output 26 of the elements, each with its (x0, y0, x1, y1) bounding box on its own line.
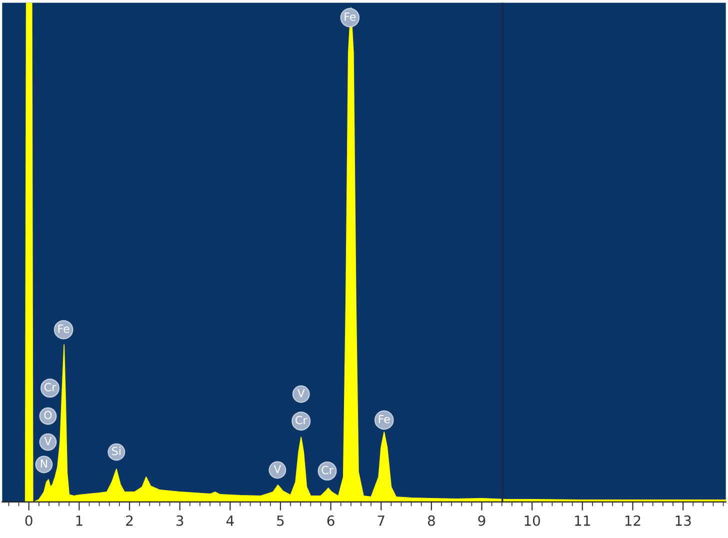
annotation: O (44, 410, 52, 420)
annotation: Cr (44, 382, 56, 392)
annotation: Fe (58, 324, 70, 333)
x-tick-label: 7 (378, 516, 384, 526)
x-tick-label: 2 (126, 515, 133, 526)
x-tick-label: 9 (478, 515, 486, 526)
x-tick-label: 12 (625, 515, 640, 526)
x-tick-label: 10 (524, 515, 540, 526)
x-tick-label: 8 (428, 515, 435, 526)
x-tick-label: 0 (25, 515, 32, 526)
annotation: V (274, 464, 282, 474)
x-tick-label: 1 (76, 516, 82, 526)
annotation: Fe (344, 12, 356, 21)
x-tick-label: 13 (676, 515, 691, 526)
annotation: Cr (296, 416, 308, 424)
x-tick-label: 3 (176, 515, 184, 526)
x-tick-label: 6 (327, 515, 334, 526)
annotation: N (40, 459, 48, 468)
annotation: V (44, 437, 52, 446)
x-tick-label: 4 (226, 516, 234, 526)
annotation: Cr (322, 466, 334, 474)
annotation: Si (112, 446, 120, 456)
annotation: Fe (378, 415, 390, 424)
x-tick-label: 5 (277, 516, 284, 526)
x-tick-label: 11 (575, 516, 590, 526)
annotation: V (297, 389, 305, 398)
